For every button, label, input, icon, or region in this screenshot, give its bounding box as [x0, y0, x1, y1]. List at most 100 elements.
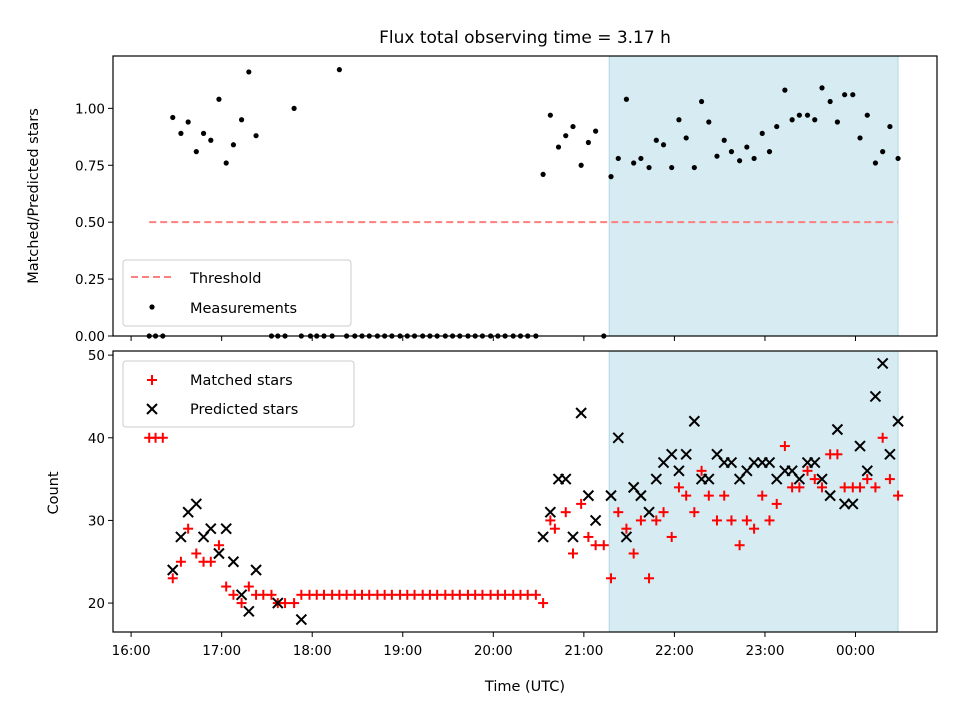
predicted-star-marker	[167, 564, 179, 576]
matched-star-marker	[802, 465, 813, 476]
bottom-panel: 20 30 40 50 16:00 17:00 18:00 19:00 20:00 21:00 22…	[88, 348, 938, 659]
matched-star-marker	[538, 598, 549, 609]
predicted-star-marker	[272, 597, 284, 609]
predicted-star-marker	[243, 605, 255, 618]
axes-frame	[112, 55, 938, 337]
predicted-star-marker	[763, 456, 776, 469]
predicted-star-marker	[847, 498, 859, 510]
predicted-star-marker	[680, 448, 692, 461]
measurement-point	[570, 123, 576, 130]
measurement-point	[230, 142, 237, 148]
measurement-point	[178, 130, 184, 136]
predicted-star-marker	[869, 390, 882, 403]
measurement-point	[540, 171, 546, 177]
predicted-star-marker	[589, 514, 602, 527]
y-tick-label: 40	[88, 431, 105, 447]
measurement-point	[812, 117, 818, 123]
matched-star-marker	[711, 515, 722, 526]
matched-star-marker	[862, 474, 873, 485]
predicted-star-marker	[861, 465, 873, 477]
predicted-star-marker	[824, 489, 836, 502]
measurement-point	[238, 117, 245, 123]
matched-star-marker	[644, 573, 655, 584]
x-tick-label: 23:00	[746, 643, 785, 659]
measurement-point	[774, 123, 780, 130]
matched-star-marker	[606, 573, 617, 584]
predicted-star-marker	[205, 522, 217, 535]
measurement-point	[895, 155, 901, 162]
matched-star-marker	[696, 465, 707, 476]
measurement-point	[623, 96, 630, 102]
predicted-star-marker	[809, 456, 821, 469]
measurement-point	[827, 98, 833, 105]
matched-star-marker	[583, 531, 594, 542]
measurement-point	[842, 92, 848, 98]
matched-star-marker	[598, 540, 609, 551]
matched-star-marker	[280, 598, 291, 609]
measurement-point	[759, 130, 765, 136]
matched-star-marker	[621, 523, 632, 534]
y-tick-label: 50	[88, 348, 105, 364]
measurement-point	[698, 98, 705, 105]
predicted-star-marker	[220, 522, 232, 535]
y-tick-label: 0.25	[75, 272, 105, 288]
predicted-star-marker	[892, 415, 904, 427]
matched-star-marker	[236, 598, 247, 609]
matched-star-marker	[764, 515, 775, 526]
measurement-point	[850, 92, 856, 98]
measurement-point	[721, 137, 727, 143]
matched-star-marker	[884, 474, 895, 485]
matched-star-marker	[809, 474, 820, 485]
x-tick-label: 16:00	[112, 643, 151, 659]
matched-star-marker	[757, 490, 768, 501]
shaded-region	[608, 55, 899, 337]
measurement-point	[578, 162, 584, 168]
matched-star-marker	[243, 581, 254, 592]
matched-star-marker	[228, 589, 239, 600]
measurement-point	[336, 67, 342, 73]
predicted-star-marker	[560, 473, 572, 485]
measurement-point	[193, 149, 199, 155]
measurement-point	[563, 133, 569, 139]
predicted-star-marker	[567, 531, 579, 543]
matched-star-marker	[749, 523, 760, 534]
measurement-point	[683, 135, 689, 141]
matched-star-marker	[673, 482, 684, 493]
y-tick-label: 1.00	[75, 101, 105, 117]
measurement-point	[223, 160, 229, 166]
matched-star-marker	[175, 556, 186, 567]
x-tick-label: 21:00	[564, 643, 603, 659]
predicted-star-marker	[605, 489, 617, 502]
x-tick-label: 20:00	[474, 643, 513, 659]
measurement-point	[253, 133, 259, 139]
legend-measurement-label: Measurements	[190, 301, 297, 317]
predicted-star-marker	[235, 589, 248, 601]
y-tick-label: 0.75	[75, 158, 105, 174]
matched-star-marker	[703, 490, 714, 501]
shaded-region	[608, 350, 899, 633]
legend-threshold-label: Threshold	[189, 271, 261, 287]
legend-measurement-swatch	[149, 304, 155, 310]
measurement-point	[676, 117, 682, 123]
bottom-legend: Matched stars Predicted stars	[122, 360, 355, 428]
legend-box	[122, 259, 352, 327]
measurement-point	[208, 137, 214, 143]
measurement-point	[555, 144, 562, 150]
measurement-point	[646, 164, 652, 171]
predicted-star-marker	[582, 489, 595, 502]
matched-star-marker	[779, 441, 790, 452]
matched-star-marker	[266, 589, 277, 600]
y-tick-label: 20	[88, 596, 105, 612]
measurement-point	[170, 114, 176, 121]
measurement-point	[216, 96, 222, 102]
predicted-star-marker	[748, 456, 760, 469]
bottom-y-axis-label: Count	[46, 471, 62, 514]
measurement-point	[796, 112, 802, 118]
measurement-point	[728, 149, 735, 155]
x-tick-label: 00:00	[836, 643, 875, 659]
measurement-point	[291, 105, 297, 111]
measurement-point	[766, 149, 773, 155]
y-tick-label: 0.00	[75, 329, 105, 345]
measurement-point	[804, 112, 811, 118]
